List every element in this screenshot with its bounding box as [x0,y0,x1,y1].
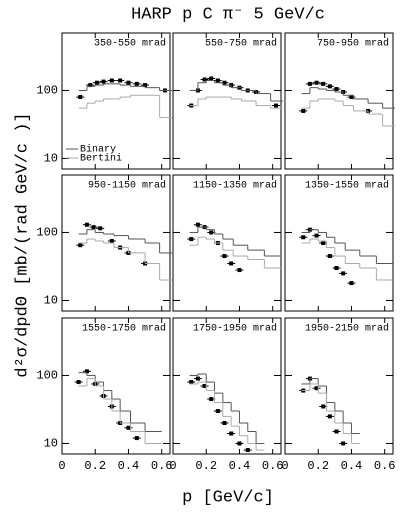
panel-frame [284,317,394,455]
panel-annotation: 1950-2150 mrad [305,323,389,335]
panel-annotation: 350-550 mrad [94,38,166,50]
y-tick-label: 100 [36,369,58,383]
data-point [245,448,250,453]
panel-annotation: 750-950 mrad [317,38,389,50]
data-point [189,380,194,385]
x-tick-label: 0.4 [118,459,140,473]
data-point [78,95,83,100]
data-point [143,83,148,88]
data-point [314,233,319,238]
data-point [209,230,214,235]
data-point [229,431,234,436]
data-point [327,84,332,89]
data-point [118,78,123,83]
data-point [229,261,234,266]
data-point [189,237,194,242]
data-point [126,425,131,430]
x-tick-label: 0.4 [229,459,251,473]
panel-frame [172,317,282,455]
x-tick-label: 0 [281,459,288,473]
data-point [209,397,214,402]
data-point [109,78,114,83]
y-tick-label: 10 [44,437,58,451]
data-point [274,103,279,108]
y-tick-label: 100 [36,84,58,98]
data-point [327,414,332,419]
panel-frame [284,32,394,170]
panel-annotation: 1350-1550 mrad [305,180,389,192]
y-axis-label: d²σ/dpdΘ [mb/(rad GeV/c )] [13,112,32,377]
data-point [222,254,227,259]
panel-annotation: 1550-1750 mrad [82,323,166,335]
data-point [134,81,139,86]
x-tick-label: 0.2 [195,459,217,473]
data-point [76,380,81,385]
panel-annotation: 550-750 mrad [205,38,277,50]
panel-annotation: 1750-1950 mrad [193,323,277,335]
data-point [215,409,220,414]
data-point [202,77,207,82]
data-point [341,271,346,276]
data-point [349,95,354,100]
data-point [222,420,227,425]
x-tick-label: 0.2 [84,459,106,473]
data-point [314,386,319,391]
data-point [91,225,96,230]
data-point [341,441,346,446]
x-tick-label: 0.6 [374,459,396,473]
data-point [321,81,326,86]
data-point [237,441,242,446]
x-tick-label: 0 [169,459,176,473]
x-tick-label: 0.2 [307,459,329,473]
data-point [195,222,200,227]
panel-frame [172,174,282,312]
y-tick-label: 100 [36,226,58,240]
data-point [314,80,319,85]
legend-label: Bertini [80,153,122,165]
data-point [237,268,242,273]
data-point [327,254,332,259]
panel-frame [172,32,282,170]
panel-frame [61,32,171,170]
data-point [94,80,99,85]
data-point [84,369,89,374]
data-point [84,222,89,227]
panel-frame [284,174,394,312]
y-tick-label: 10 [44,294,58,308]
legend-label: Binary [80,144,116,156]
figure-title: HARP p C π⁻ 5 GeV/c [131,5,325,24]
data-point [321,241,326,245]
panel-annotation: 1150-1350 mrad [193,180,277,192]
data-point [134,436,139,441]
panel-annotation: 950-1150 mrad [88,180,166,192]
data-point [301,108,306,113]
data-point [349,281,354,286]
data-point [109,238,114,243]
data-point [88,83,93,88]
data-point [98,226,103,231]
data-point [209,76,214,81]
data-point [215,78,220,83]
x-tick-label: 0 [58,459,65,473]
x-tick-label: 0.4 [341,459,363,473]
y-tick-label: 10 [44,152,58,166]
data-point [222,80,227,85]
data-point [301,235,306,240]
data-point [334,429,339,434]
data-point [195,376,200,381]
data-point [334,87,339,92]
data-point [78,243,83,248]
data-point [101,79,106,84]
data-point [126,80,131,85]
x-tick-label: 0.6 [151,459,173,473]
panel-frame [61,174,171,312]
panel-frame [61,317,171,455]
data-point [307,81,312,86]
data-point [321,404,326,409]
x-axis-label: p [GeV/c] [182,488,274,507]
data-point [202,384,207,388]
x-tick-label: 0.6 [262,459,284,473]
data-point [334,266,339,271]
